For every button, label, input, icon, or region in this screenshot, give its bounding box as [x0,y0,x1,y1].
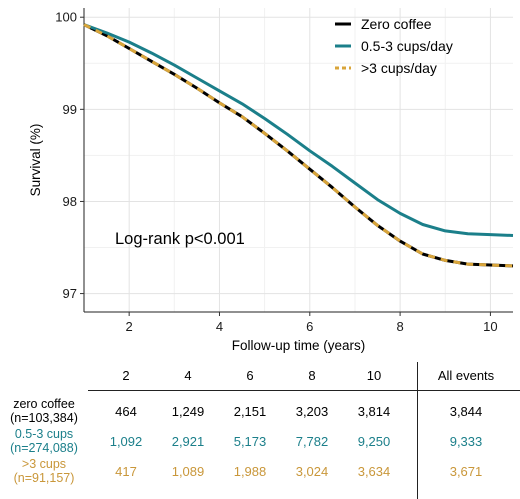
y-tick-label: 98 [63,194,77,209]
table-group-name: zero coffee [13,397,75,411]
chart-series [83,23,514,268]
series-line [83,23,514,237]
x-tick-label: 4 [216,319,223,334]
table-cell: 1,089 [171,464,205,479]
table-cell: 3,634 [357,464,391,479]
events-table: 2 4 6 8 10 All events zero coffee (n=103,384) 46… [0,362,520,499]
table-group-size: (n=91,157) [13,471,75,485]
table-cell: 3,024 [295,464,329,479]
table-group-name: >3 cups [21,457,67,471]
x-axis-label: Follow-up time (years) [232,338,366,353]
table-cell: 1,988 [233,464,267,479]
table-cell: 7,782 [295,434,329,449]
chart-axes [80,8,513,316]
table-cell: 5,173 [233,434,267,449]
x-tick-label: 8 [396,319,403,334]
table-group-name: 0.5-3 cups [14,427,74,441]
table-cell: 3,203 [295,404,329,419]
table-column-header: 8 [308,368,316,383]
table-cell: 1,092 [109,434,143,449]
table-column-header: 6 [246,368,254,383]
legend-label: >3 cups/day [361,60,437,76]
chart-grid [83,8,513,312]
x-tick-label: 6 [306,319,313,334]
table-group-size: (n=103,384) [10,411,78,425]
table-cell: 1,249 [171,404,205,419]
chart-legend: Zero coffee 0.5-3 cups/day >3 cups/day [335,16,453,76]
table-cell: 417 [115,464,137,479]
table-column-divider [417,362,418,499]
table-column-header: 4 [184,368,192,383]
table-cell: 2,921 [171,434,205,449]
x-tick-labels: 2 4 6 8 10 [126,319,498,334]
y-tick-label: 99 [63,102,77,117]
table-cell: 9,333 [449,434,483,449]
y-tick-label: 97 [63,286,77,301]
table-column-header: 2 [122,368,130,383]
table-cell: 3,671 [449,464,483,479]
table-column-header: 10 [366,368,382,383]
table-cell: 3,844 [449,404,483,419]
series-line [83,23,514,268]
x-tick-label: 10 [483,319,497,334]
y-tick-label: 100 [55,10,77,25]
y-axis-label: Survival (%) [28,124,43,197]
log-rank-annotation: Log-rank p<0.001 [115,230,245,248]
table-cell: 464 [115,404,137,419]
table-header-rule [88,390,520,391]
y-tick-labels: 97 98 99 100 [55,10,77,301]
x-tick-label: 2 [126,319,133,334]
table-cell: 2,151 [233,404,267,419]
table-column-header: All events [437,368,495,383]
table-group-size: (n=274,088) [10,441,78,455]
legend-label: Zero coffee [361,16,432,32]
legend-label: 0.5-3 cups/day [361,38,453,54]
table-cell: 3,814 [357,404,391,419]
table-cell: 9,250 [357,434,391,449]
